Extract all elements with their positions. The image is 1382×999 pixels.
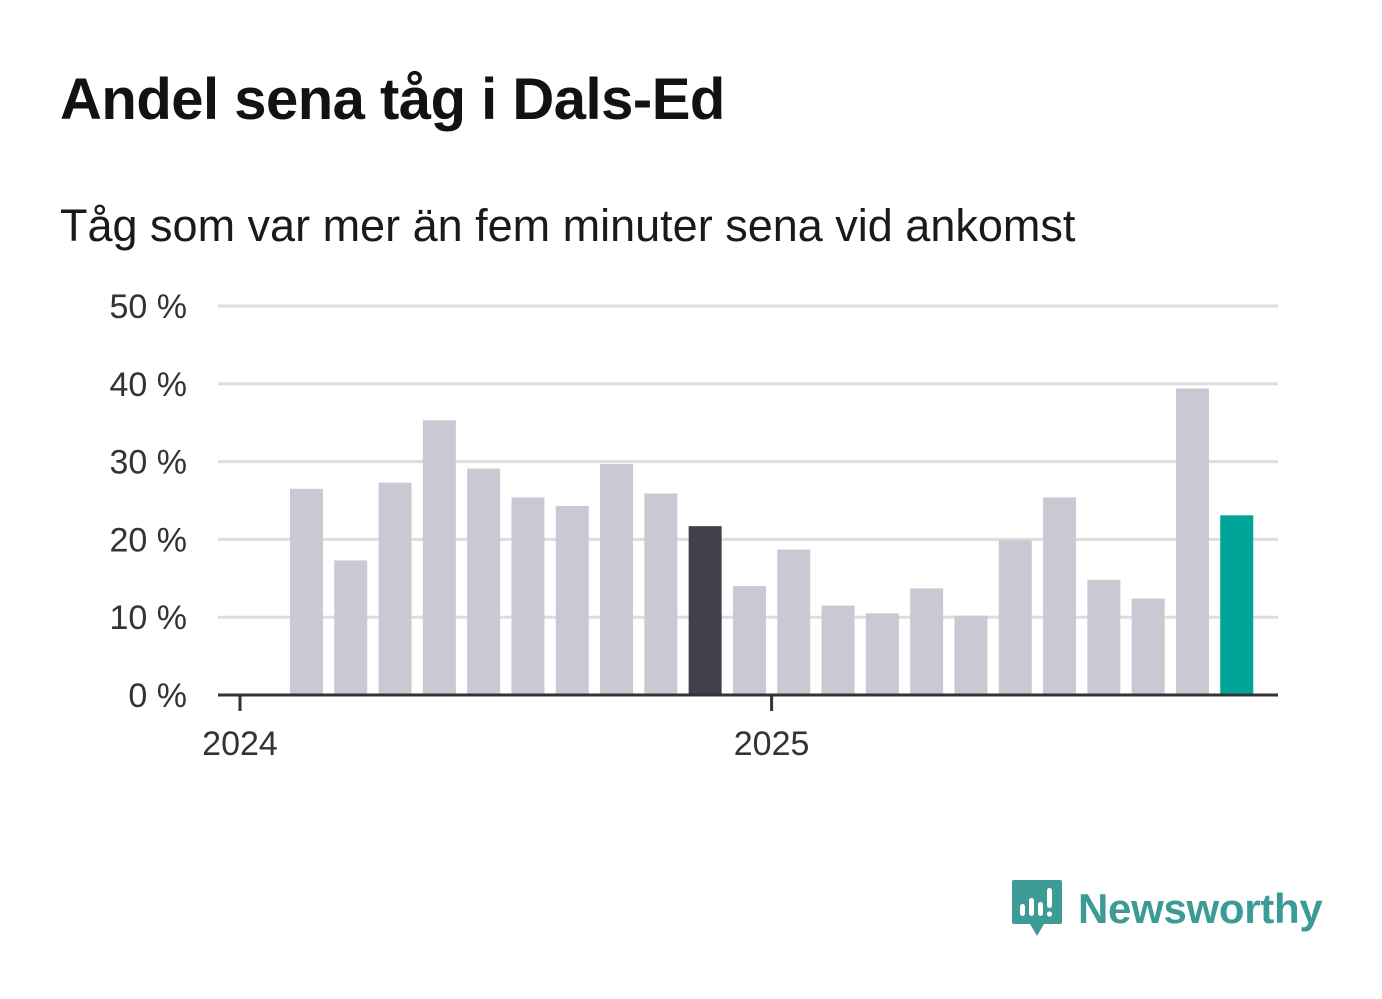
bar (378, 482, 412, 695)
y-tick-label: 50 % (110, 288, 188, 326)
y-tick-label: 0 % (128, 677, 187, 715)
bar (422, 420, 456, 695)
bars (289, 388, 1254, 695)
bar (821, 605, 855, 695)
bar (1175, 388, 1209, 695)
x-tick-label: 2025 (734, 725, 810, 763)
y-tick-label: 20 % (110, 521, 188, 559)
bar (511, 497, 545, 695)
brand-name: Newsworthy (1078, 885, 1323, 932)
y-tick-label: 10 % (110, 599, 188, 637)
brand-logo: Newsworthy (1010, 878, 1323, 940)
bar (644, 493, 678, 695)
chart-subtitle: Tåg som var mer än fem minuter sena vid … (60, 200, 1076, 251)
bar (998, 540, 1032, 695)
chart-title: Andel sena tåg i Dals-Ed (60, 67, 725, 132)
bar (954, 615, 988, 695)
bar (600, 463, 634, 695)
grid-lines (218, 304, 1278, 619)
bar (334, 560, 368, 695)
bar (732, 586, 766, 695)
bar (910, 588, 944, 695)
bar (289, 488, 323, 695)
bar (865, 613, 899, 695)
newsworthy-logo-icon (1012, 880, 1062, 936)
bar (1087, 579, 1121, 695)
axes: 0 % 10 % 20 % 30 % 40 % 50 % 2024 2025 (110, 288, 1278, 763)
bar (555, 505, 589, 695)
bar (1131, 598, 1165, 695)
y-tick-label: 40 % (110, 366, 188, 404)
bar (1043, 497, 1077, 695)
y-tick-label: 30 % (110, 444, 188, 482)
bar (777, 549, 811, 695)
x-tick-label: 2024 (202, 725, 278, 763)
bar (1220, 515, 1254, 695)
bar (467, 468, 501, 695)
bar (688, 526, 722, 695)
